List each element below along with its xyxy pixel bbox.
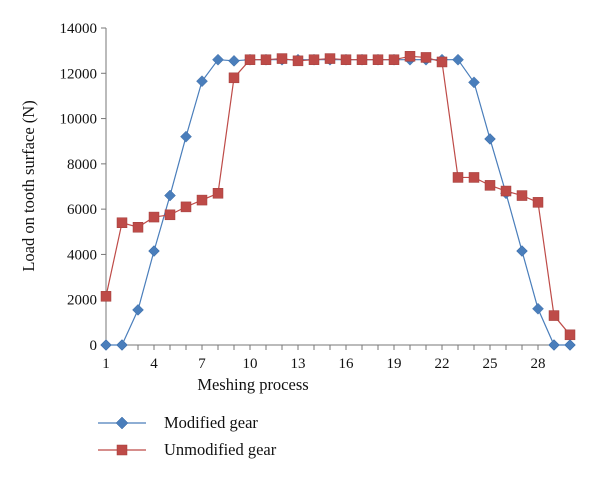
data-point-square bbox=[292, 55, 304, 67]
y-axis-title: Load on tooth surface (N) bbox=[19, 100, 38, 271]
x-tick-label: 13 bbox=[291, 356, 306, 372]
data-point-square bbox=[532, 197, 544, 208]
x-tick-label: 10 bbox=[243, 356, 258, 372]
data-point-diamond bbox=[532, 302, 544, 315]
series-line bbox=[106, 59, 570, 346]
y-tick-label: 2000 bbox=[67, 293, 97, 309]
data-point-diamond bbox=[132, 304, 144, 316]
data-point-square bbox=[164, 209, 176, 221]
legend: Modified gear Unmodified gear bbox=[98, 413, 277, 459]
data-point-diamond bbox=[180, 130, 192, 143]
data-point-square bbox=[500, 185, 512, 197]
data-point-diamond bbox=[164, 189, 176, 202]
data-point-square bbox=[356, 54, 368, 65]
data-point-square bbox=[484, 180, 496, 191]
data-point-square bbox=[100, 291, 112, 302]
x-tick-label: 25 bbox=[483, 356, 498, 372]
legend-marker-modified-gear bbox=[115, 416, 129, 430]
data-point-square bbox=[148, 211, 160, 223]
data-point-diamond bbox=[228, 54, 240, 67]
data-point-diamond bbox=[516, 245, 528, 257]
y-tick-label: 6000 bbox=[67, 202, 97, 218]
data-point-square bbox=[260, 54, 272, 65]
x-tick-label: 4 bbox=[150, 356, 158, 372]
x-tick-label: 19 bbox=[387, 356, 402, 372]
data-point-square bbox=[340, 54, 352, 65]
data-point-square bbox=[116, 217, 128, 228]
data-point-square bbox=[564, 329, 576, 341]
data-point-diamond bbox=[212, 53, 224, 66]
x-tick-label: 7 bbox=[198, 356, 206, 372]
y-tick-label: 8000 bbox=[67, 157, 97, 173]
x-axis-ticks: 1 4 7 10 13 16 19 22 25 28 bbox=[102, 345, 571, 372]
data-point-diamond bbox=[116, 339, 128, 351]
data-point-square bbox=[404, 51, 416, 62]
data-point-square bbox=[452, 172, 464, 183]
series-layer bbox=[100, 51, 576, 351]
data-point-square bbox=[372, 54, 384, 65]
y-axis-ticks: 0 2000 4000 6000 8000 10000 12000 14000 bbox=[60, 21, 106, 354]
y-tick-label: 4000 bbox=[67, 247, 97, 263]
data-point-square bbox=[388, 54, 400, 65]
data-point-diamond bbox=[564, 339, 576, 351]
data-point-square bbox=[132, 222, 144, 233]
legend-item-modified-gear: Modified gear bbox=[98, 413, 258, 432]
data-point-square bbox=[196, 194, 208, 206]
data-point-square bbox=[308, 54, 320, 65]
data-point-square bbox=[212, 188, 224, 199]
x-tick-label: 22 bbox=[435, 356, 450, 372]
series-modified-gear bbox=[100, 53, 576, 351]
data-point-square bbox=[276, 53, 288, 64]
data-point-square bbox=[244, 54, 256, 65]
data-point-square bbox=[548, 310, 560, 321]
data-point-diamond bbox=[196, 75, 208, 88]
data-point-diamond bbox=[468, 76, 480, 89]
data-point-diamond bbox=[100, 339, 112, 351]
legend-label-modified-gear: Modified gear bbox=[164, 413, 258, 432]
data-point-square bbox=[180, 201, 192, 213]
y-tick-label: 14000 bbox=[60, 21, 98, 37]
data-point-square bbox=[436, 56, 448, 68]
data-point-square bbox=[324, 53, 336, 64]
data-point-diamond bbox=[548, 339, 560, 351]
y-tick-label: 10000 bbox=[60, 112, 98, 128]
data-point-square bbox=[516, 190, 528, 201]
x-tick-label: 28 bbox=[531, 356, 546, 372]
legend-label-unmodified-gear: Unmodified gear bbox=[164, 440, 277, 459]
y-tick-label: 0 bbox=[90, 338, 98, 354]
data-point-square bbox=[228, 72, 240, 84]
series-unmodified-gear bbox=[100, 51, 576, 341]
legend-item-unmodified-gear: Unmodified gear bbox=[98, 440, 277, 459]
data-point-square bbox=[420, 52, 432, 63]
data-point-square bbox=[468, 172, 480, 183]
legend-marker-unmodified-gear bbox=[116, 444, 128, 456]
x-axis-title: Meshing process bbox=[197, 375, 308, 394]
x-tick-label: 1 bbox=[102, 356, 110, 372]
data-point-diamond bbox=[148, 245, 160, 257]
y-tick-label: 12000 bbox=[60, 66, 98, 82]
data-point-diamond bbox=[452, 53, 464, 66]
x-tick-label: 16 bbox=[339, 356, 355, 372]
data-point-diamond bbox=[484, 133, 496, 145]
